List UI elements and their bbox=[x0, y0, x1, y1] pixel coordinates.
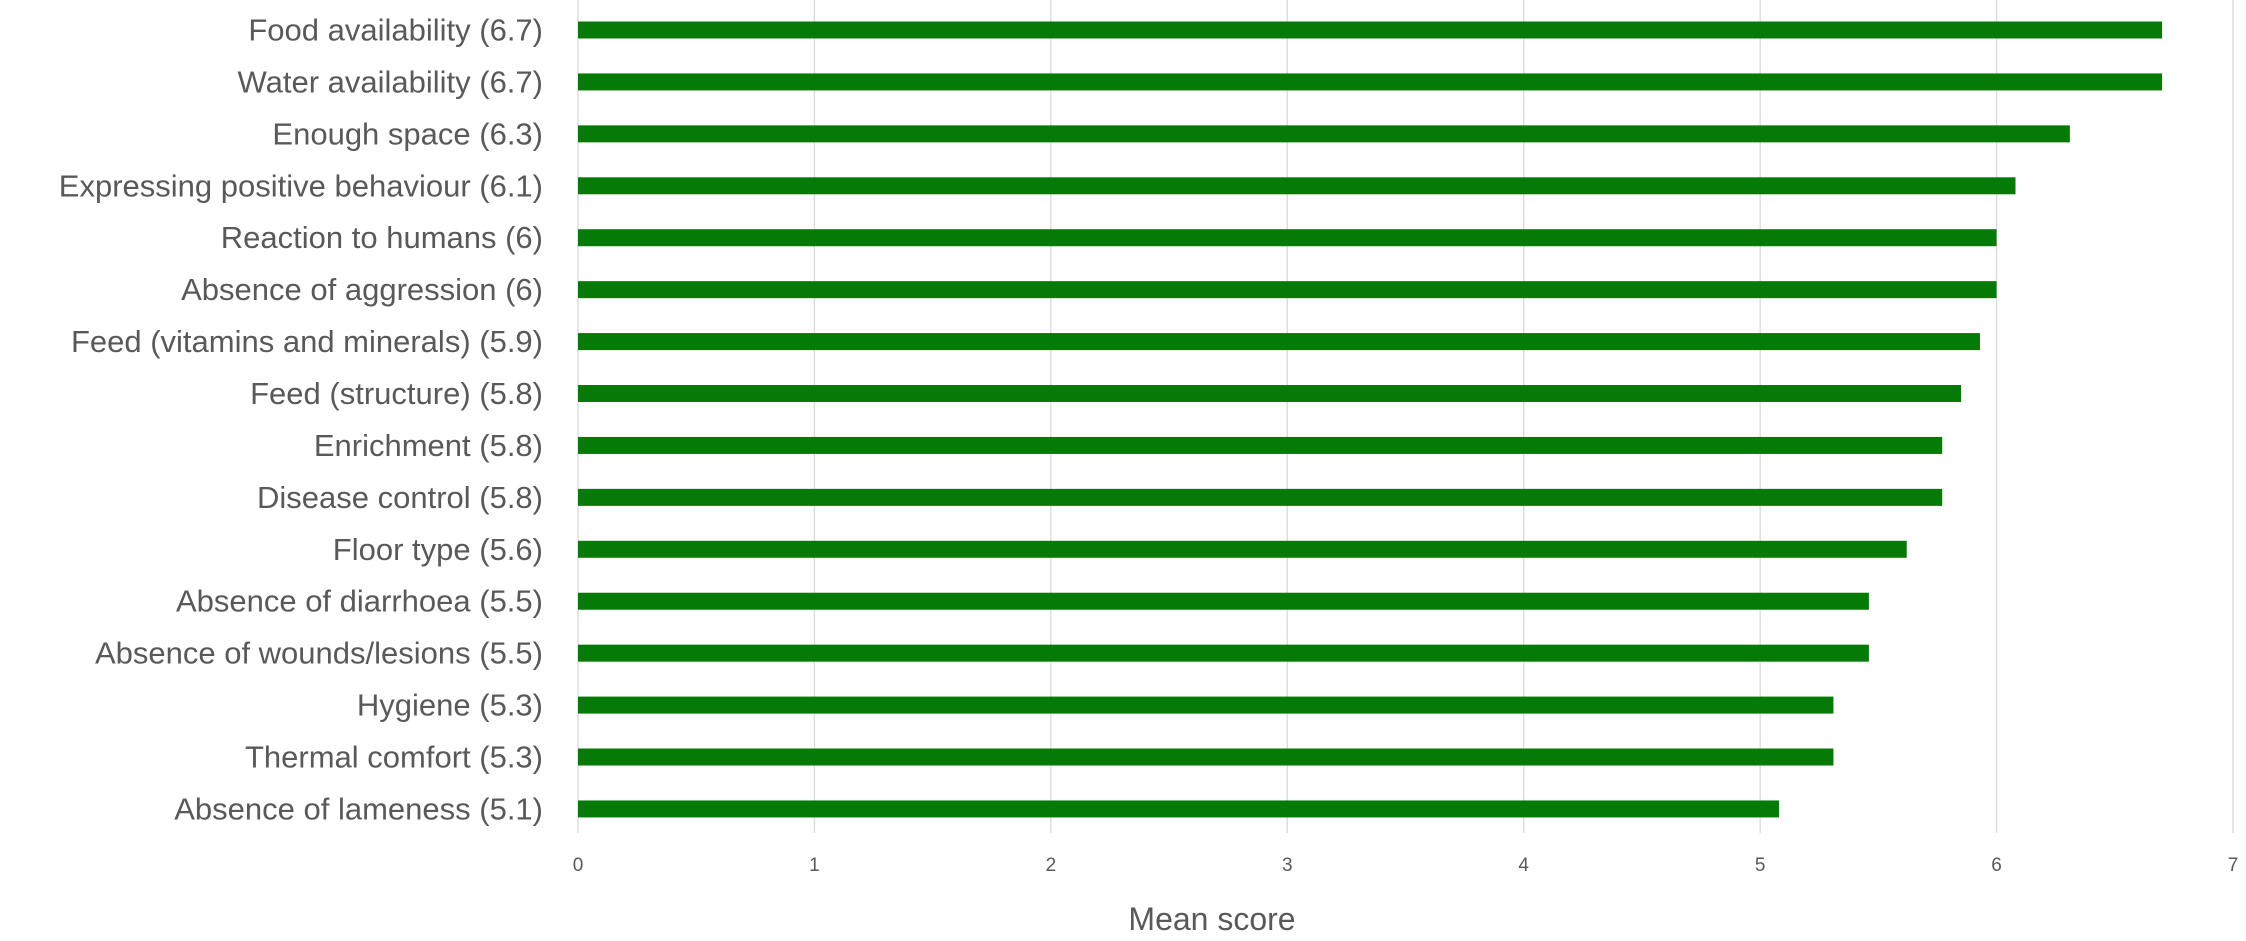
bar-4 bbox=[578, 229, 1997, 247]
category-label-15: Absence of lameness (5.1) bbox=[174, 791, 543, 826]
category-label-9: Disease control (5.8) bbox=[257, 480, 543, 515]
category-label-11: Absence of diarrhoea (5.5) bbox=[176, 584, 543, 619]
bar-7 bbox=[578, 385, 1962, 403]
bar-1 bbox=[578, 73, 2163, 91]
bar-6 bbox=[578, 333, 1981, 351]
bar-15 bbox=[578, 800, 1780, 818]
bar-5 bbox=[578, 281, 1997, 299]
category-label-6: Feed (vitamins and minerals) (5.9) bbox=[71, 324, 543, 359]
category-label-5: Absence of aggression (6) bbox=[181, 272, 543, 307]
bar-12 bbox=[578, 644, 1869, 662]
x-tick-label-0: 0 bbox=[573, 855, 584, 876]
bar-14 bbox=[578, 748, 1834, 766]
bar-8 bbox=[578, 436, 1943, 454]
bar-2 bbox=[578, 125, 2070, 143]
category-label-10: Floor type (5.6) bbox=[333, 532, 543, 567]
category-label-0: Food availability (6.7) bbox=[248, 13, 543, 48]
category-label-14: Thermal comfort (5.3) bbox=[245, 740, 543, 775]
bar-10 bbox=[578, 540, 1907, 558]
bar-series bbox=[578, 21, 2163, 818]
x-tick-label-7: 7 bbox=[2228, 855, 2239, 876]
x-tick-labels: 0 1 2 3 4 5 6 7 bbox=[573, 855, 2239, 876]
category-label-7: Feed (structure) (5.8) bbox=[250, 376, 543, 411]
category-label-3: Expressing positive behaviour (6.1) bbox=[59, 168, 543, 203]
x-tick-label-1: 1 bbox=[809, 855, 820, 876]
category-labels: Food availability (6.7) Water availabilit… bbox=[59, 13, 543, 827]
x-tick-label-3: 3 bbox=[1282, 855, 1293, 876]
x-tick-label-5: 5 bbox=[1755, 855, 1766, 876]
bar-13 bbox=[578, 696, 1834, 714]
bar-0 bbox=[578, 21, 2163, 39]
x-axis-title: Mean score bbox=[1128, 901, 1295, 937]
category-label-2: Enough space (6.3) bbox=[272, 116, 543, 151]
category-label-1: Water availability (6.7) bbox=[237, 64, 543, 99]
category-label-4: Reaction to humans (6) bbox=[221, 220, 543, 255]
category-label-13: Hygiene (5.3) bbox=[357, 688, 543, 723]
bar-9 bbox=[578, 488, 1943, 506]
category-label-12: Absence of wounds/lesions (5.5) bbox=[95, 636, 543, 671]
category-label-8: Enrichment (5.8) bbox=[314, 428, 543, 463]
bar-3 bbox=[578, 177, 2016, 195]
x-tick-label-4: 4 bbox=[1518, 855, 1529, 876]
x-tick-label-2: 2 bbox=[1046, 855, 1057, 876]
bar-11 bbox=[578, 592, 1869, 610]
x-tick-label-6: 6 bbox=[1991, 855, 2002, 876]
